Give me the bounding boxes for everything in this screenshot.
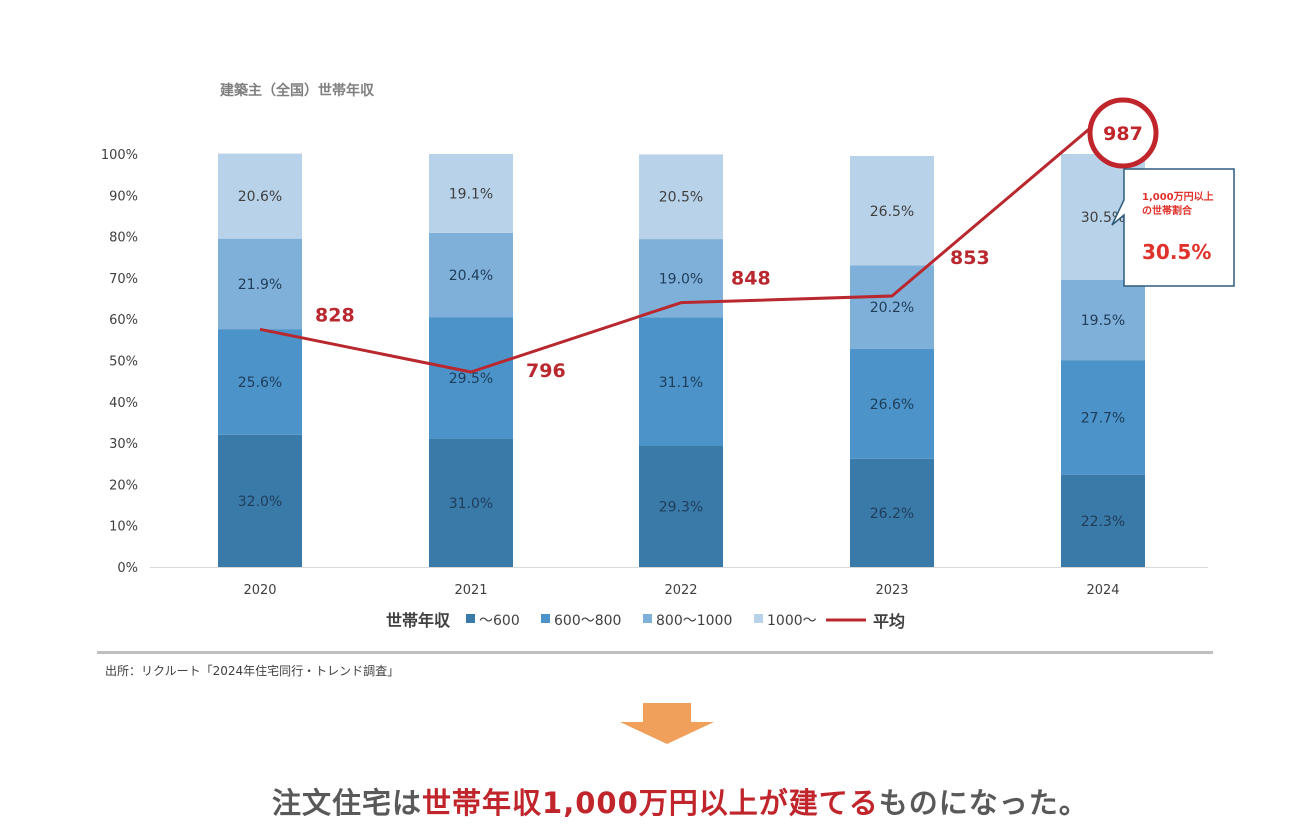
x-axis-ticks: 2020 2021 2022 2023 2024 xyxy=(243,583,1119,598)
y-tick-label: 50% xyxy=(109,355,138,370)
bar-segment xyxy=(1061,474,1145,567)
bar-segment xyxy=(850,348,934,459)
callout-text1: 1,000万円以上 xyxy=(1142,190,1214,203)
legend-swatch xyxy=(466,614,475,623)
data-label: 20.5% xyxy=(659,190,703,206)
y-tick-label: 20% xyxy=(109,478,138,493)
bar-segment xyxy=(218,153,302,239)
legend-swatch xyxy=(541,614,550,623)
chart-title: 建築主（全国）世帯年収 xyxy=(220,83,374,99)
bar-segment xyxy=(429,232,513,318)
data-label: 31.1% xyxy=(659,375,703,391)
data-label: 26.2% xyxy=(870,506,914,522)
bar-segment xyxy=(429,317,513,439)
bar-segment xyxy=(639,445,723,567)
legend-label: 600～800 xyxy=(554,613,621,629)
y-tick-label: 0% xyxy=(117,561,138,576)
bar-segment xyxy=(850,156,934,266)
bar-segment xyxy=(850,265,934,349)
data-label: 31.0% xyxy=(449,496,493,512)
x-tick-label: 2021 xyxy=(454,583,487,598)
y-tick-label: 30% xyxy=(109,437,138,452)
data-label: 29.5% xyxy=(449,371,493,387)
y-tick-label: 90% xyxy=(109,189,138,204)
callout-value: 30.5% xyxy=(1142,240,1211,264)
footer-divider xyxy=(97,651,1213,654)
data-label: 29.3% xyxy=(659,499,703,515)
conclusion-text: 注文住宅は世帯年収1,000万円以上が建てるものになった。 xyxy=(272,780,1089,822)
average-value-label: 796 xyxy=(526,360,566,382)
bar-segment xyxy=(218,434,302,567)
legend-swatch xyxy=(754,614,763,623)
x-tick-label: 2022 xyxy=(664,583,697,598)
stacked-bar-chart: 0% 10% 20% 30% 40% 50% 60% 70% 80% 90% 100% 32.0% 2… xyxy=(101,97,1235,631)
bar-segment xyxy=(429,438,513,567)
bar-segment xyxy=(1061,279,1145,361)
legend-label: 800～1000 xyxy=(656,613,732,629)
average-value-label: 828 xyxy=(315,304,355,326)
data-label: 26.6% xyxy=(870,397,914,413)
source-note: 出所：リクルート「2024年住宅同行・トレンド調査」 xyxy=(105,664,400,678)
average-value-label: 987 xyxy=(1103,123,1143,145)
y-tick-label: 70% xyxy=(109,272,138,287)
bar-segment xyxy=(429,154,513,233)
y-axis: 0% 10% 20% 30% 40% 50% 60% 70% 80% 90% 100% xyxy=(101,148,138,576)
data-label: 20.6% xyxy=(238,189,282,205)
data-label: 21.9% xyxy=(238,277,282,293)
bar-segment xyxy=(218,238,302,330)
data-label: 20.4% xyxy=(449,268,493,284)
conclusion-part2: ものになった。 xyxy=(878,786,1089,820)
legend-label: ～600 xyxy=(479,613,520,629)
average-line: 828 796 848 853 987 xyxy=(259,97,1159,382)
down-arrow-head-icon xyxy=(620,722,714,744)
y-tick-label: 60% xyxy=(109,313,138,328)
data-label: 19.0% xyxy=(659,271,703,287)
conclusion-part1: 注文住宅は xyxy=(272,786,423,820)
x-tick-label: 2020 xyxy=(243,583,276,598)
legend-swatch xyxy=(643,614,652,623)
legend-label: 1000～ xyxy=(767,613,817,629)
callout-text2: の世帯割合 xyxy=(1142,204,1193,217)
average-polyline xyxy=(259,116,1104,374)
bars xyxy=(218,153,1145,567)
bar-segment xyxy=(639,239,723,318)
bar-labels: 32.0% 25.6% 21.9% 20.6% 31.0% 29.5% 20.4% 19.1%… xyxy=(238,186,1125,530)
data-label: 19.5% xyxy=(1081,313,1125,329)
data-label: 27.7% xyxy=(1081,411,1125,427)
bar-segment xyxy=(850,458,934,567)
average-value-label: 853 xyxy=(950,247,990,269)
data-label: 22.3% xyxy=(1081,514,1125,530)
bar-segment xyxy=(1061,360,1145,475)
data-label: 26.5% xyxy=(870,204,914,220)
y-tick-label: 10% xyxy=(109,520,138,535)
average-value-label: 848 xyxy=(731,268,771,290)
bar-segment xyxy=(639,154,723,240)
y-tick-label: 40% xyxy=(109,396,138,411)
conclusion-highlight: 世帯年収1,000万円以上が建てる xyxy=(422,786,879,820)
legend: 世帯年収 ～600 600～800 800～1000 1000～ 平均 xyxy=(386,611,905,631)
down-arrow-icon xyxy=(643,703,691,722)
bar-segment xyxy=(218,329,302,435)
callout-box xyxy=(1111,168,1235,287)
y-tick-label: 80% xyxy=(109,231,138,246)
data-label: 19.1% xyxy=(449,186,493,202)
legend-label: 平均 xyxy=(873,612,905,631)
y-tick-label: 100% xyxy=(101,148,138,163)
legend-title: 世帯年収 xyxy=(386,611,451,630)
highlight-circle xyxy=(1087,97,1159,169)
data-label: 32.0% xyxy=(238,494,282,510)
x-tick-label: 2023 xyxy=(875,583,908,598)
bar-segment xyxy=(639,317,723,446)
x-tick-label: 2024 xyxy=(1086,583,1119,598)
data-label: 20.2% xyxy=(870,300,914,316)
data-label: 25.6% xyxy=(238,375,282,391)
